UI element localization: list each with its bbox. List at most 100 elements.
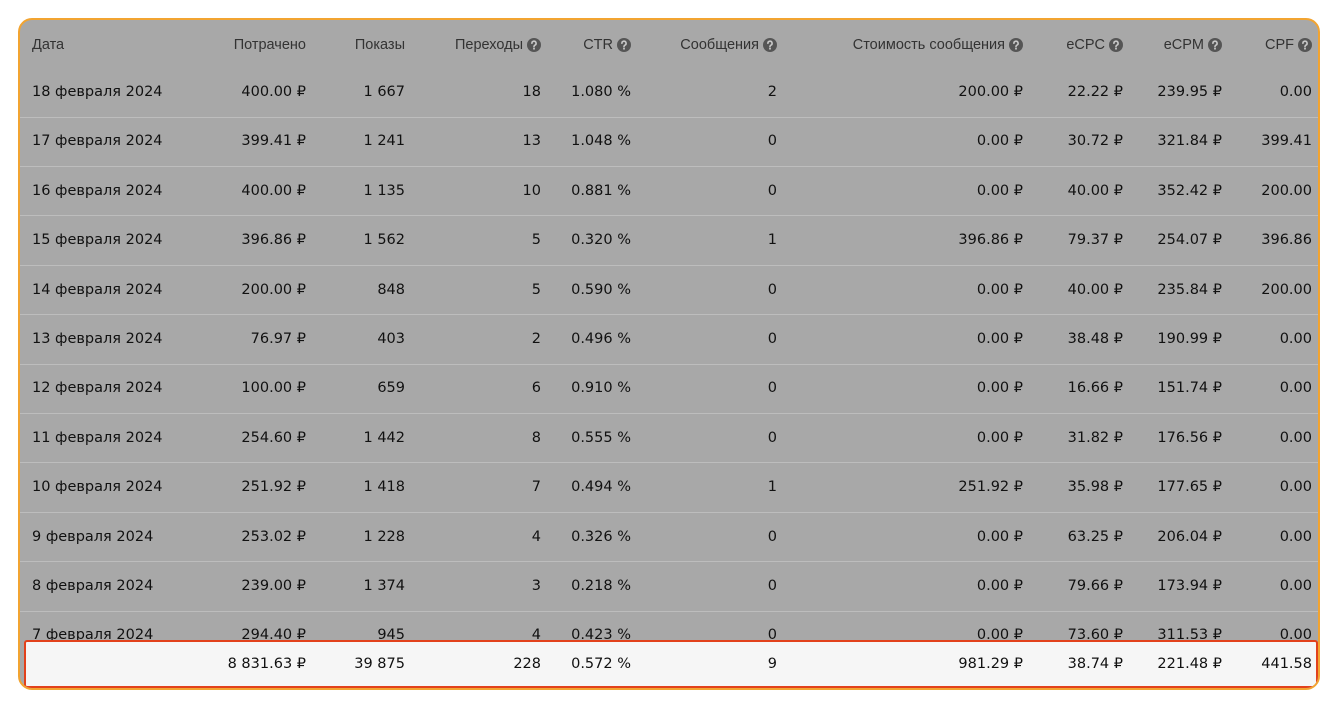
data-cell: 3 xyxy=(531,578,541,594)
date-cell: 14 февраля 2024 xyxy=(32,281,163,298)
data-cell: 0 xyxy=(767,578,777,594)
data-cell: 151.74 ₽ xyxy=(1157,380,1222,397)
total-cell: 38.74 ₽ xyxy=(1067,656,1123,672)
total-cell: 9 xyxy=(767,656,777,672)
data-cell: 1 562 xyxy=(363,232,405,249)
data-cell: 1 374 xyxy=(363,578,405,594)
data-cell: 73.60 ₽ xyxy=(1067,627,1123,641)
data-cell: 0 xyxy=(767,528,777,545)
data-cell: 4 xyxy=(531,528,541,545)
row-divider xyxy=(20,462,1318,464)
data-cell: 1 xyxy=(767,232,777,249)
data-cell: 200.00 xyxy=(1261,182,1312,199)
data-cell: 0.326 % xyxy=(571,528,631,545)
data-cell: 0.00 ₽ xyxy=(976,429,1023,446)
help-icon[interactable] xyxy=(1298,38,1312,52)
date-cell: 11 февраля 2024 xyxy=(32,429,163,446)
data-cell: 0.423 % xyxy=(571,627,631,641)
data-cell: 0.320 % xyxy=(571,232,631,249)
data-cell: 403 xyxy=(377,331,405,347)
help-icon[interactable] xyxy=(1208,38,1222,52)
data-cell: 1 667 xyxy=(363,84,405,100)
help-icon[interactable] xyxy=(617,38,631,52)
data-cell: 16.66 ₽ xyxy=(1067,380,1123,397)
data-cell: 0 xyxy=(767,331,777,347)
data-cell: 0.555 % xyxy=(571,429,631,446)
column-header: Переходы xyxy=(321,33,541,57)
data-cell: 352.42 ₽ xyxy=(1157,182,1222,199)
data-cell: 18 xyxy=(522,84,541,100)
data-cell: 251.92 ₽ xyxy=(958,479,1023,496)
data-cell: 0.00 ₽ xyxy=(976,380,1023,397)
data-cell: 294.40 ₽ xyxy=(241,627,306,641)
data-cell: 0.00 ₽ xyxy=(976,133,1023,150)
data-cell: 400.00 ₽ xyxy=(241,84,306,100)
data-cell: 1 442 xyxy=(363,429,405,446)
data-cell: 0 xyxy=(767,133,777,150)
data-cell: 176.56 ₽ xyxy=(1157,429,1222,446)
help-icon[interactable] xyxy=(1109,38,1123,52)
data-cell: 200.00 xyxy=(1261,281,1312,298)
data-cell: 6 xyxy=(531,380,541,397)
date-cell: 7 февраля 2024 xyxy=(32,627,154,641)
row-divider xyxy=(20,610,1318,612)
data-cell: 190.99 ₽ xyxy=(1157,331,1222,347)
column-header: Показы xyxy=(185,33,405,57)
data-cell: 0.00 ₽ xyxy=(976,578,1023,594)
header-text: Стоимость сообщения xyxy=(852,37,1005,53)
data-cell: 0.881 % xyxy=(571,182,631,199)
data-cell: 0 xyxy=(767,429,777,446)
header-text: Дата xyxy=(32,37,65,53)
column-header: CTR xyxy=(411,33,631,57)
header-text: CPF xyxy=(1265,37,1294,53)
data-cell: 0 xyxy=(767,281,777,298)
data-cell: 79.66 ₽ xyxy=(1067,578,1123,594)
date-cell: 9 февраля 2024 xyxy=(32,528,154,545)
data-cell: 1.080 % xyxy=(571,84,631,100)
help-icon[interactable] xyxy=(763,38,777,52)
data-cell: 2 xyxy=(767,84,777,100)
help-icon[interactable] xyxy=(1009,38,1023,52)
data-cell: 0 xyxy=(767,380,777,397)
data-cell: 0.494 % xyxy=(571,479,631,496)
date-cell: 18 февраля 2024 xyxy=(32,84,163,100)
row-divider xyxy=(20,511,1318,513)
data-cell: 945 xyxy=(377,627,405,641)
data-cell: 79.37 ₽ xyxy=(1067,232,1123,249)
data-cell: 40.00 ₽ xyxy=(1067,182,1123,199)
date-cell: 17 февраля 2024 xyxy=(32,133,163,150)
data-cell: 0.00 xyxy=(1279,84,1312,100)
data-cell: 399.41 xyxy=(1261,133,1312,150)
total-cell: 228 xyxy=(513,656,541,672)
row-divider xyxy=(20,165,1318,167)
row-divider xyxy=(20,116,1318,118)
date-cell: 10 февраля 2024 xyxy=(32,479,163,496)
total-cell: 981.29 ₽ xyxy=(958,656,1023,672)
total-cell: 39 875 xyxy=(354,656,405,672)
data-cell: 5 xyxy=(531,232,541,249)
data-cell: 251.92 ₽ xyxy=(241,479,306,496)
row-divider xyxy=(20,412,1318,414)
column-header: Потрачено xyxy=(86,33,306,57)
date-cell: 8 февраля 2024 xyxy=(32,578,154,594)
data-cell: 0.00 ₽ xyxy=(976,627,1023,641)
totals-row xyxy=(24,640,1318,688)
total-cell: 441.58 xyxy=(1261,656,1312,672)
data-cell: 2 xyxy=(531,331,541,347)
data-cell: 0.00 ₽ xyxy=(976,528,1023,545)
data-cell: 63.25 ₽ xyxy=(1067,528,1123,545)
column-header: Дата xyxy=(32,33,232,57)
help-icon[interactable] xyxy=(527,38,541,52)
data-cell: 848 xyxy=(377,281,405,298)
data-cell: 254.07 ₽ xyxy=(1157,232,1222,249)
data-cell: 173.94 ₽ xyxy=(1157,578,1222,594)
data-cell: 30.72 ₽ xyxy=(1067,133,1123,150)
data-cell: 100.00 ₽ xyxy=(241,380,306,397)
column-header: CPF xyxy=(1092,33,1312,57)
data-cell: 10 xyxy=(522,182,541,199)
data-cell: 1 135 xyxy=(363,182,405,199)
data-cell: 659 xyxy=(377,380,405,397)
data-cell: 399.41 ₽ xyxy=(241,133,306,150)
header-text: Потрачено xyxy=(233,37,306,53)
data-cell: 40.00 ₽ xyxy=(1067,281,1123,298)
